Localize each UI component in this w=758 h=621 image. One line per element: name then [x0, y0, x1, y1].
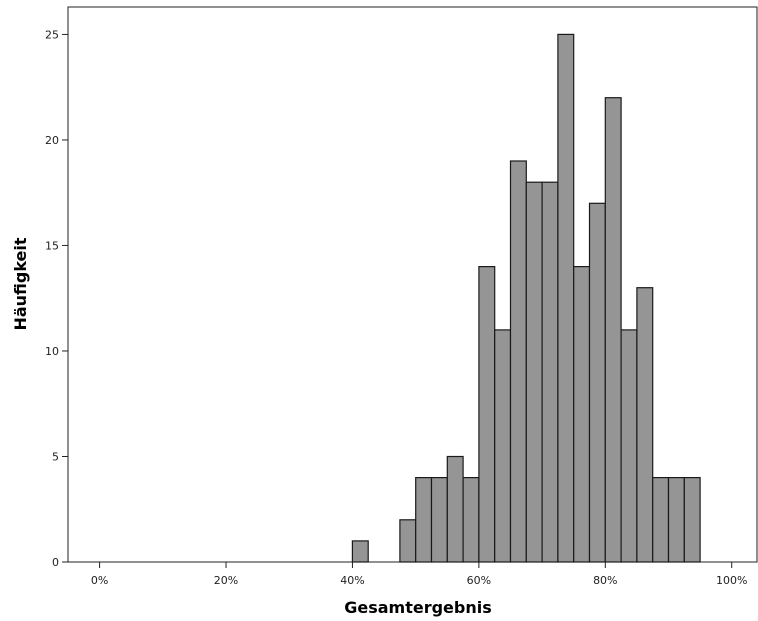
histogram-bar	[620, 329, 638, 563]
histogram-bar	[509, 160, 527, 563]
histogram-bar	[588, 202, 606, 563]
y-tick-label: 25	[45, 28, 59, 41]
x-tick-label: 80%	[593, 574, 617, 587]
histogram-bar	[399, 519, 417, 563]
histogram-bar	[557, 33, 575, 563]
x-tick-label: 100%	[716, 574, 747, 587]
histogram-bar	[652, 477, 670, 563]
y-axis-title: Häufigkeit	[11, 237, 30, 330]
x-axis: 0% 20% 40% 60% 80% 100%	[91, 562, 747, 587]
x-tick-label: 0%	[91, 574, 108, 587]
histogram-bar	[667, 477, 685, 563]
histogram-bar	[683, 477, 701, 563]
histogram-bar	[351, 540, 369, 563]
histogram-bar	[636, 287, 654, 563]
x-tick-label: 40%	[340, 574, 364, 587]
histogram-bar	[604, 97, 622, 563]
histogram-bar	[541, 181, 559, 563]
y-axis: 0 5 10 15 20 25	[45, 28, 68, 569]
histogram-bar	[573, 266, 591, 563]
y-tick-label: 0	[52, 556, 59, 569]
x-tick-label: 20%	[214, 574, 238, 587]
histogram-bar	[430, 477, 448, 563]
histogram-bar	[446, 455, 464, 563]
y-tick-label: 5	[52, 450, 59, 463]
histogram-bar	[494, 329, 512, 563]
histogram-bar	[462, 477, 480, 563]
x-axis-title: Gesamtergebnis	[344, 598, 492, 617]
y-tick-label: 15	[45, 239, 59, 252]
histogram-bar	[478, 266, 496, 563]
histogram-bar	[525, 181, 543, 563]
bars-group	[351, 33, 701, 563]
histogram-bar	[415, 477, 433, 563]
y-tick-label: 20	[45, 134, 59, 147]
y-tick-label: 10	[45, 345, 59, 358]
x-tick-label: 60%	[467, 574, 491, 587]
